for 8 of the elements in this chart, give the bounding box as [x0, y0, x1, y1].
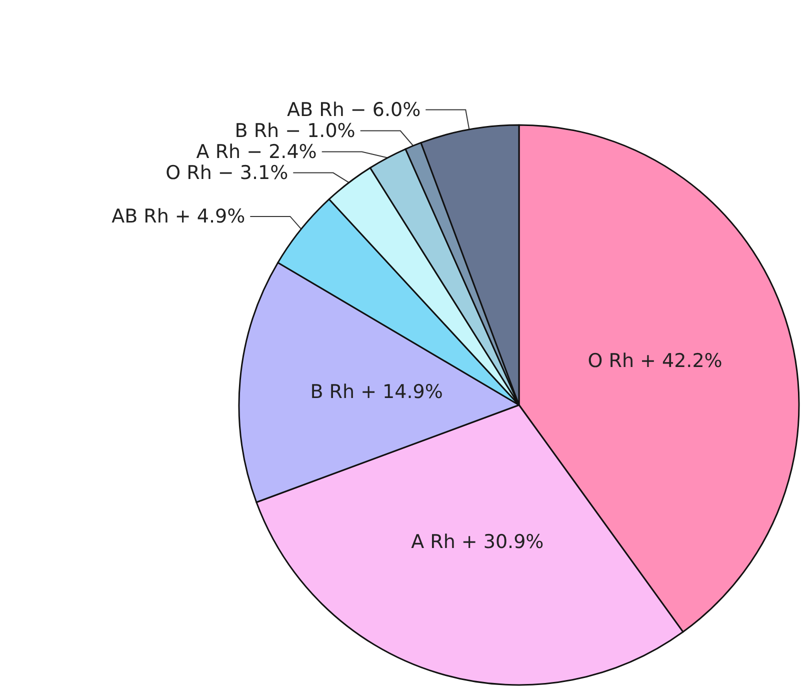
slice-label: AB Rh − 6.0%: [287, 98, 421, 121]
slice-label: B Rh + 14.9%: [310, 381, 443, 404]
slice-label: A Rh + 30.9%: [411, 530, 544, 553]
slice-label: O Rh − 3.1%: [166, 162, 288, 184]
slice-label: A Rh − 2.4%: [196, 140, 317, 163]
slice-label: B Rh − 1.0%: [234, 120, 356, 142]
slice-label: AB Rh + 4.9%: [112, 205, 246, 228]
slice-label: O Rh + 42.2%: [588, 350, 722, 372]
